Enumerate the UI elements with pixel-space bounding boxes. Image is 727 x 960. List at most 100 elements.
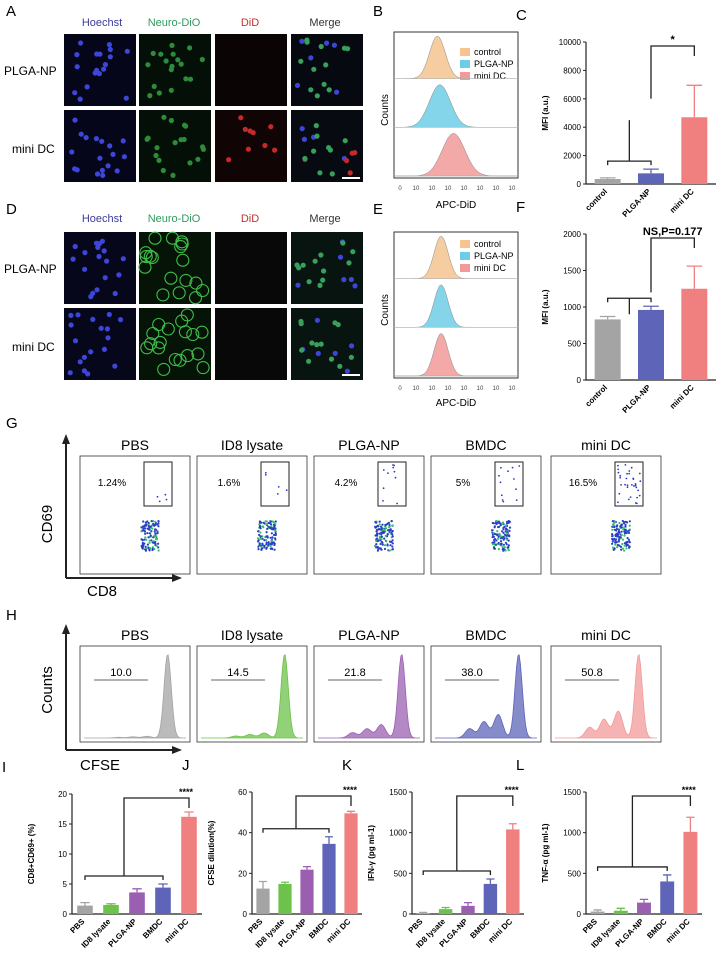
significance-bracket <box>596 795 692 871</box>
event-dot <box>157 549 160 552</box>
event-dot <box>502 543 505 546</box>
category-label: PBS <box>407 917 425 935</box>
event-dot <box>611 520 615 523</box>
histogram-curve <box>394 333 518 377</box>
event-dot <box>154 520 157 523</box>
histogram-frame-B <box>393 31 519 179</box>
cell-dot <box>105 335 111 341</box>
histogram-curve <box>393 84 519 128</box>
event-dot <box>623 534 626 537</box>
cell-dot <box>82 250 88 256</box>
event-dot <box>270 547 274 550</box>
histogram-tick-label: 10 <box>477 386 484 392</box>
event-dot <box>265 535 269 538</box>
dotplot-frame <box>430 455 542 575</box>
cell-dot <box>187 160 193 166</box>
histogram-frame-E <box>393 231 519 379</box>
y-tick-label: 1000 <box>563 303 581 312</box>
dotplot-title: mini DC <box>581 437 631 453</box>
significance-bracket <box>262 795 352 833</box>
y-tick-label: 0 <box>577 910 582 919</box>
event-dot <box>613 528 616 531</box>
event-dot <box>156 523 159 526</box>
col-label-hoechst-A: Hoechst <box>82 17 122 29</box>
significance-label: **** <box>682 785 697 795</box>
cell-dot <box>116 272 122 278</box>
event-dot <box>164 493 167 496</box>
event-dot <box>146 543 149 546</box>
event-dot <box>264 471 267 474</box>
event-dot <box>385 540 388 543</box>
event-dot <box>499 524 502 527</box>
event-dot <box>151 546 154 549</box>
event-dot <box>389 544 392 547</box>
cell-dot <box>147 93 153 99</box>
cell-dot <box>121 154 127 160</box>
legend-control-B: control <box>474 47 501 57</box>
event-dot <box>270 525 273 528</box>
y-tick-label: 2000 <box>563 230 581 239</box>
cell-dot <box>88 294 94 300</box>
histogram-curve <box>393 284 519 328</box>
cell-dot <box>172 286 186 300</box>
bar <box>461 905 475 914</box>
event-dot <box>499 481 502 484</box>
event-dot <box>378 535 382 538</box>
cell-dot <box>120 256 126 262</box>
event-dot <box>158 500 161 503</box>
dotplot-gate <box>494 461 524 507</box>
cell-dot <box>200 144 206 150</box>
event-dot <box>153 534 156 537</box>
event-dot <box>265 523 268 526</box>
cell-dot <box>308 87 314 93</box>
event-dot <box>627 531 631 535</box>
cfse-gate-value: 38.0 <box>461 667 482 679</box>
category-label: mini DC <box>668 383 696 411</box>
cfse-title: BMDC <box>465 627 506 643</box>
cell-dot <box>160 167 166 174</box>
event-dot <box>615 525 618 528</box>
event-dot <box>503 533 506 536</box>
cell-dot <box>163 58 169 64</box>
event-dot <box>380 527 383 530</box>
legend-swatch-minidc-E <box>460 264 470 272</box>
panel-letter: K <box>342 757 352 774</box>
event-dot <box>262 521 265 524</box>
event-dot <box>151 527 154 530</box>
y-tick-label: 6000 <box>563 95 581 104</box>
cell-dot <box>326 145 332 151</box>
event-dot <box>631 484 633 486</box>
histogram-tick-label: 10 <box>445 386 452 392</box>
cell-dot <box>337 363 343 369</box>
event-dot <box>501 536 504 540</box>
cell-dot <box>175 57 181 63</box>
event-dot <box>140 538 143 541</box>
event-dot <box>493 538 496 541</box>
cell-dot <box>106 42 112 48</box>
event-dot <box>391 542 394 545</box>
cell-dot <box>299 126 305 132</box>
event-dot <box>257 537 260 540</box>
event-dot <box>506 546 509 549</box>
cell-dot <box>196 283 210 298</box>
event-dot <box>382 528 385 531</box>
event-dot <box>389 528 392 531</box>
cell-dot <box>302 155 308 162</box>
event-dot <box>617 464 619 467</box>
event-dot <box>142 520 145 523</box>
cell-dot <box>94 171 101 177</box>
cell-dot <box>90 316 96 322</box>
event-dot <box>499 522 502 525</box>
event-dot <box>628 545 631 548</box>
cell-dot <box>262 142 268 149</box>
bar <box>322 843 336 914</box>
cell-dot <box>332 320 338 326</box>
category-label: mini DC <box>668 187 696 215</box>
event-dot <box>382 487 385 490</box>
event-dot <box>617 544 620 547</box>
event-dot <box>504 524 508 527</box>
cell-dot <box>340 240 346 246</box>
cell-dot <box>178 325 192 339</box>
event-dot <box>157 542 160 545</box>
